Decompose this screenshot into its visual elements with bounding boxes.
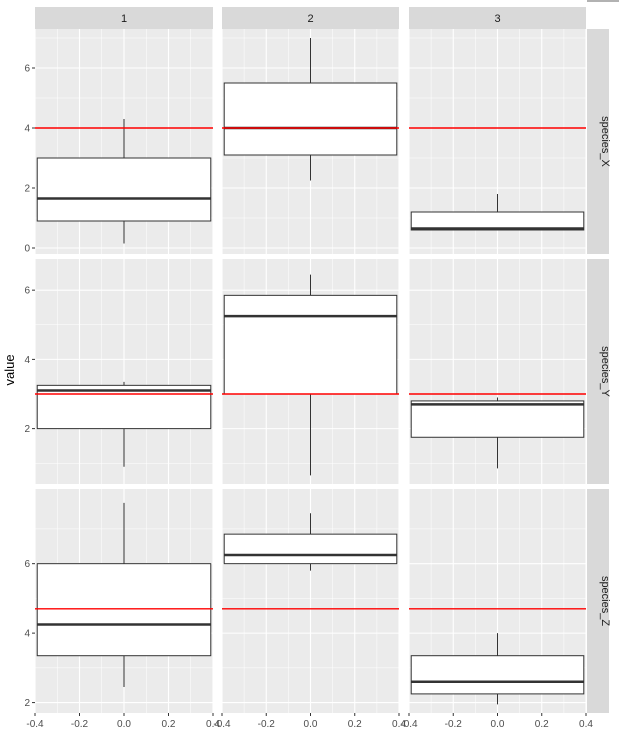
box-iqr [223, 82, 398, 156]
x-tick-label: -0.4 [26, 719, 44, 730]
y-tick-label: 4 [24, 124, 30, 135]
x-tick-label: -0.4 [213, 719, 231, 730]
x-tick-label: 0.2 [535, 719, 549, 730]
y-tick-label: 0 [24, 244, 30, 255]
box-iqr [36, 563, 212, 657]
y-tick-label: 2 [24, 698, 30, 709]
y-tick-label: 2 [24, 424, 30, 435]
facet-strip-col-label: 2 [307, 13, 313, 25]
y-tick-label: 2 [24, 184, 30, 195]
x-tick-label: 0.2 [162, 719, 176, 730]
facet-strip-row [587, 29, 609, 254]
x-tick-label: -0.2 [445, 719, 463, 730]
x-tick-label: 0.0 [491, 719, 505, 730]
facet-strip-col [409, 7, 586, 29]
facet-strip-col [35, 7, 213, 29]
x-tick-label: 0.2 [348, 719, 362, 730]
x-tick-label: -0.2 [71, 719, 89, 730]
x-tick-label: 0.0 [304, 719, 318, 730]
facet-strip-row [587, 489, 609, 713]
facet-strip-row [587, 259, 609, 484]
box-iqr [410, 211, 585, 231]
y-axis-title: value [2, 354, 17, 385]
box-iqr [36, 157, 212, 222]
x-tick-label: 0.4 [392, 719, 406, 730]
x-tick-label: -0.4 [400, 719, 418, 730]
y-tick-label: 6 [24, 64, 30, 75]
box-iqr [36, 384, 212, 430]
facet-strip-col-label: 3 [494, 13, 500, 25]
box-iqr [223, 294, 398, 395]
y-tick-label: 4 [24, 355, 30, 366]
facet-strip-row-label: species_X [599, 116, 611, 167]
y-tick-label: 6 [24, 559, 30, 570]
facet-strip-row-label: species_Z [599, 576, 611, 626]
x-tick-label: 0.4 [579, 719, 593, 730]
x-tick-label: 0.0 [117, 719, 131, 730]
facet-strip-col [222, 7, 399, 29]
box-iqr [223, 533, 398, 565]
x-tick-label: -0.2 [258, 719, 276, 730]
facet-strip-col-label: 1 [121, 13, 127, 25]
box-iqr [410, 655, 585, 695]
y-tick-label: 6 [24, 286, 30, 297]
facet-strip-row-label: species_Y [599, 346, 611, 397]
box-iqr [410, 400, 585, 438]
x-tick-label: 0.4 [206, 719, 220, 730]
y-tick-label: 4 [24, 629, 30, 640]
